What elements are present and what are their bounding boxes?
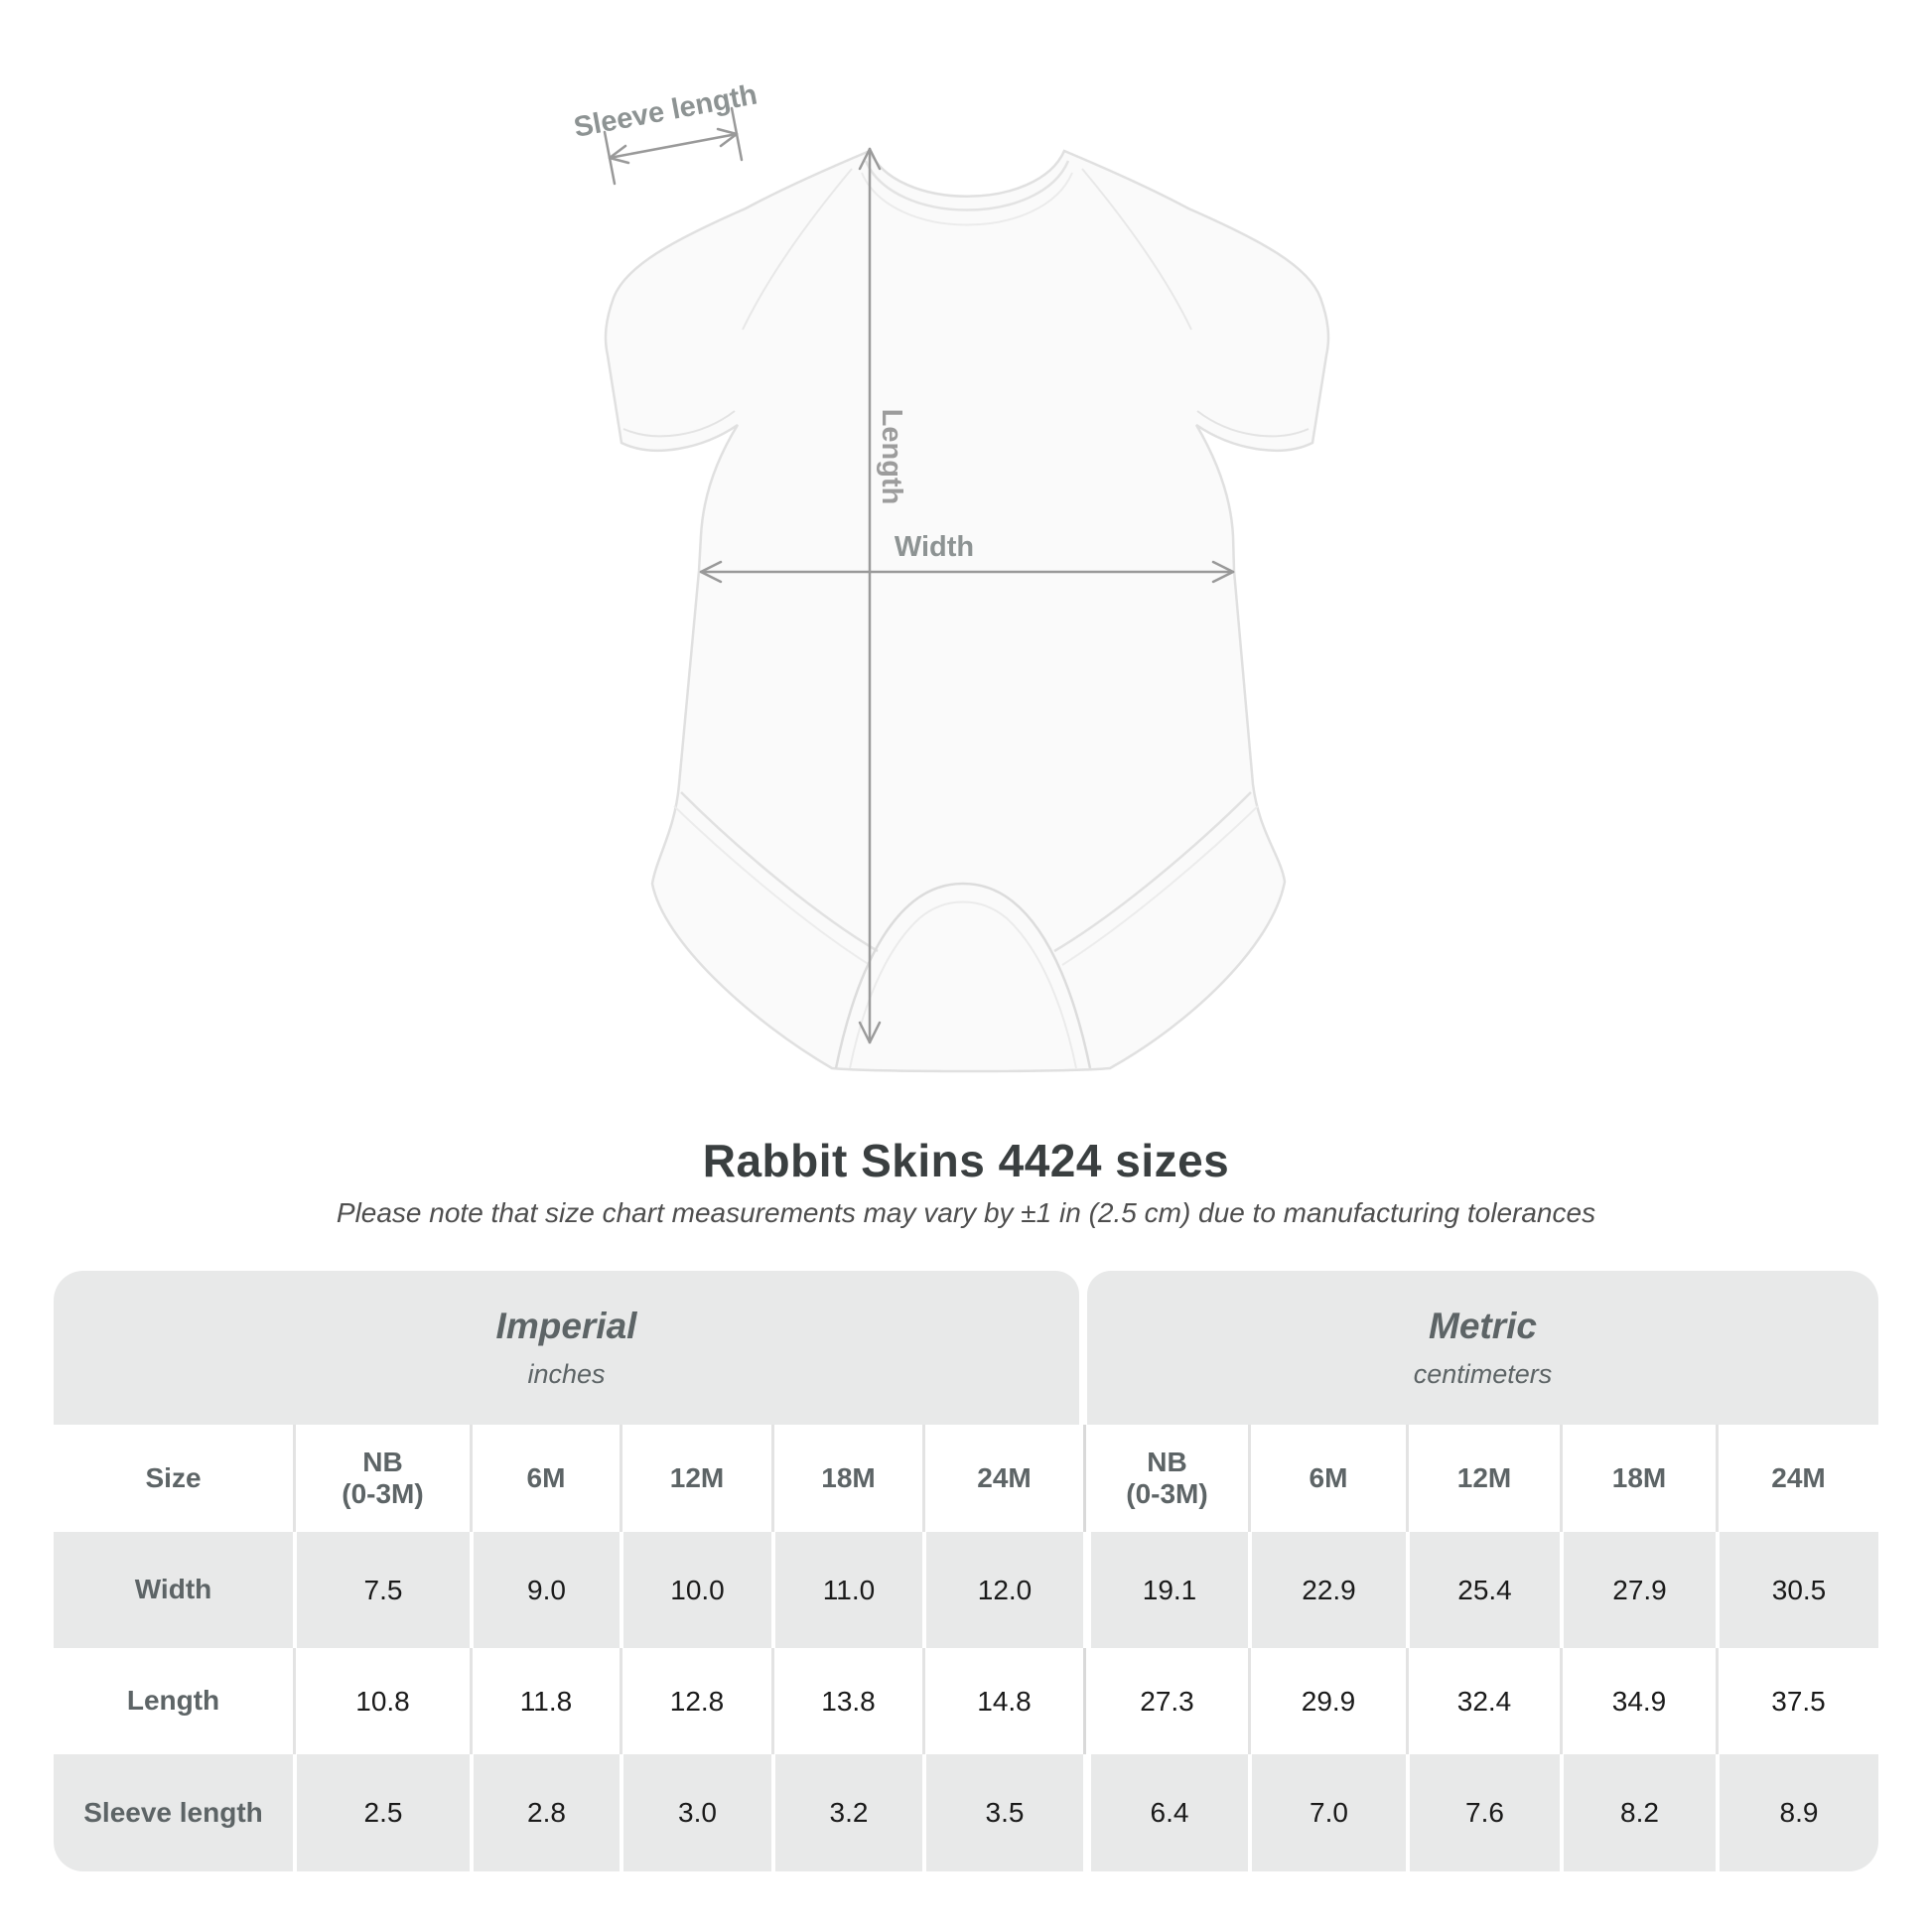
- length-dimension: [858, 147, 882, 1044]
- column-header-label: 18M: [1611, 1461, 1667, 1493]
- bodysuit-silhouette: [604, 149, 1330, 1073]
- table-cell: 7.6: [1406, 1754, 1560, 1871]
- table-cell: 13.8: [771, 1648, 922, 1754]
- table-cell: 14.8: [922, 1648, 1083, 1754]
- column-header: 24M: [1716, 1425, 1878, 1532]
- right-leg-binding-inner: [1061, 805, 1259, 966]
- table-cell: 10.8: [293, 1648, 470, 1754]
- table-cell: 9.0: [470, 1532, 620, 1648]
- imperial-group-header: Imperial inches: [54, 1271, 1079, 1425]
- page-title: Rabbit Skins 4424 sizes: [702, 1135, 1230, 1186]
- table-cell: 11.8: [470, 1648, 620, 1754]
- collar-seam: [864, 160, 1070, 211]
- table-cell: 7.5: [293, 1532, 470, 1648]
- collar-seam-inner: [861, 172, 1073, 226]
- left-leg-binding-inner: [673, 805, 871, 966]
- table-cell: 27.3: [1083, 1648, 1248, 1754]
- left-leg-binding: [680, 791, 879, 953]
- size-table-grid: Size NB (0-3M) 6M 12M 18M 24M NB (0-3M) 6M…: [54, 1425, 1878, 1871]
- length-label: Length: [876, 409, 907, 505]
- column-header: NB (0-3M): [1083, 1425, 1248, 1532]
- column-header-label: 12M: [1456, 1461, 1512, 1493]
- column-header-label: 18M: [821, 1461, 876, 1493]
- unit-group-row: Imperial inches Metric centimeters: [54, 1271, 1878, 1425]
- column-header: 12M: [1406, 1425, 1560, 1532]
- column-header: NB (0-3M): [293, 1425, 470, 1532]
- snap-flap-outline: [834, 882, 1092, 1069]
- table-cell: 30.5: [1716, 1532, 1878, 1648]
- column-header: 12M: [620, 1425, 771, 1532]
- column-header-label: 12M: [669, 1461, 725, 1493]
- table-cell: 3.5: [922, 1754, 1083, 1871]
- row-label-width: Width: [54, 1532, 293, 1648]
- table-cell: 12.8: [620, 1648, 771, 1754]
- column-header-label: 6M: [526, 1461, 566, 1493]
- size-column-header: Size: [54, 1425, 293, 1532]
- column-header: 6M: [470, 1425, 620, 1532]
- column-header-label: NB: [1147, 1446, 1187, 1477]
- column-header: 6M: [1248, 1425, 1406, 1532]
- size-table: Imperial inches Metric centimeters Size …: [54, 1271, 1878, 1871]
- table-cell: 12.0: [922, 1532, 1083, 1648]
- width-label: Width: [895, 531, 974, 563]
- column-header-label: NB: [362, 1446, 403, 1477]
- column-header-label: 24M: [1771, 1461, 1826, 1493]
- table-cell: 3.2: [771, 1754, 922, 1871]
- column-header: 24M: [922, 1425, 1083, 1532]
- snap-flap-binding: [849, 900, 1077, 1069]
- column-header-label: 6M: [1309, 1461, 1348, 1493]
- metric-group-label: Metric: [1429, 1306, 1537, 1346]
- table-cell: 7.0: [1248, 1754, 1406, 1871]
- width-dimension: [699, 560, 1235, 584]
- table-cell: 29.9: [1248, 1648, 1406, 1754]
- table-cell: 2.8: [470, 1754, 620, 1871]
- table-cell: 8.9: [1716, 1754, 1878, 1871]
- right-shoulder-seam: [1081, 168, 1192, 331]
- table-cell: 10.0: [620, 1532, 771, 1648]
- column-header-sublabel: (0-3M): [342, 1478, 424, 1509]
- bodysuit-diagram: Sleeve length Length Width: [572, 78, 1330, 1073]
- table-cell: 34.9: [1560, 1648, 1716, 1754]
- table-cell: 25.4: [1406, 1532, 1560, 1648]
- table-cell: 32.4: [1406, 1648, 1560, 1754]
- tolerance-note: Please note that size chart measurements…: [336, 1197, 1596, 1228]
- imperial-group-label: Imperial: [495, 1306, 637, 1346]
- right-leg-binding: [1053, 791, 1252, 953]
- left-shoulder-seam: [742, 168, 853, 331]
- table-cell: 3.0: [620, 1754, 771, 1871]
- right-sleeve-hem: [1196, 410, 1310, 438]
- table-cell: 27.9: [1560, 1532, 1716, 1648]
- column-header: 18M: [771, 1425, 922, 1532]
- table-cell: 19.1: [1083, 1532, 1248, 1648]
- table-cell: 37.5: [1716, 1648, 1878, 1754]
- table-cell: 8.2: [1560, 1754, 1716, 1871]
- column-header-label: 24M: [977, 1461, 1032, 1493]
- row-label-sleeve-length: Sleeve length: [54, 1754, 293, 1871]
- column-header: 18M: [1560, 1425, 1716, 1532]
- metric-group-header: Metric centimeters: [1087, 1271, 1878, 1425]
- sleeve-length-dimension: [603, 106, 744, 186]
- table-cell: 2.5: [293, 1754, 470, 1871]
- metric-group-unit: centimeters: [1413, 1359, 1553, 1389]
- table-cell: 6.4: [1083, 1754, 1248, 1871]
- imperial-group-unit: inches: [527, 1359, 606, 1389]
- table-cell: 22.9: [1248, 1532, 1406, 1648]
- left-sleeve-hem: [622, 410, 736, 438]
- row-label-length: Length: [54, 1648, 293, 1754]
- column-header-sublabel: (0-3M): [1126, 1478, 1208, 1509]
- table-cell: 11.0: [771, 1532, 922, 1648]
